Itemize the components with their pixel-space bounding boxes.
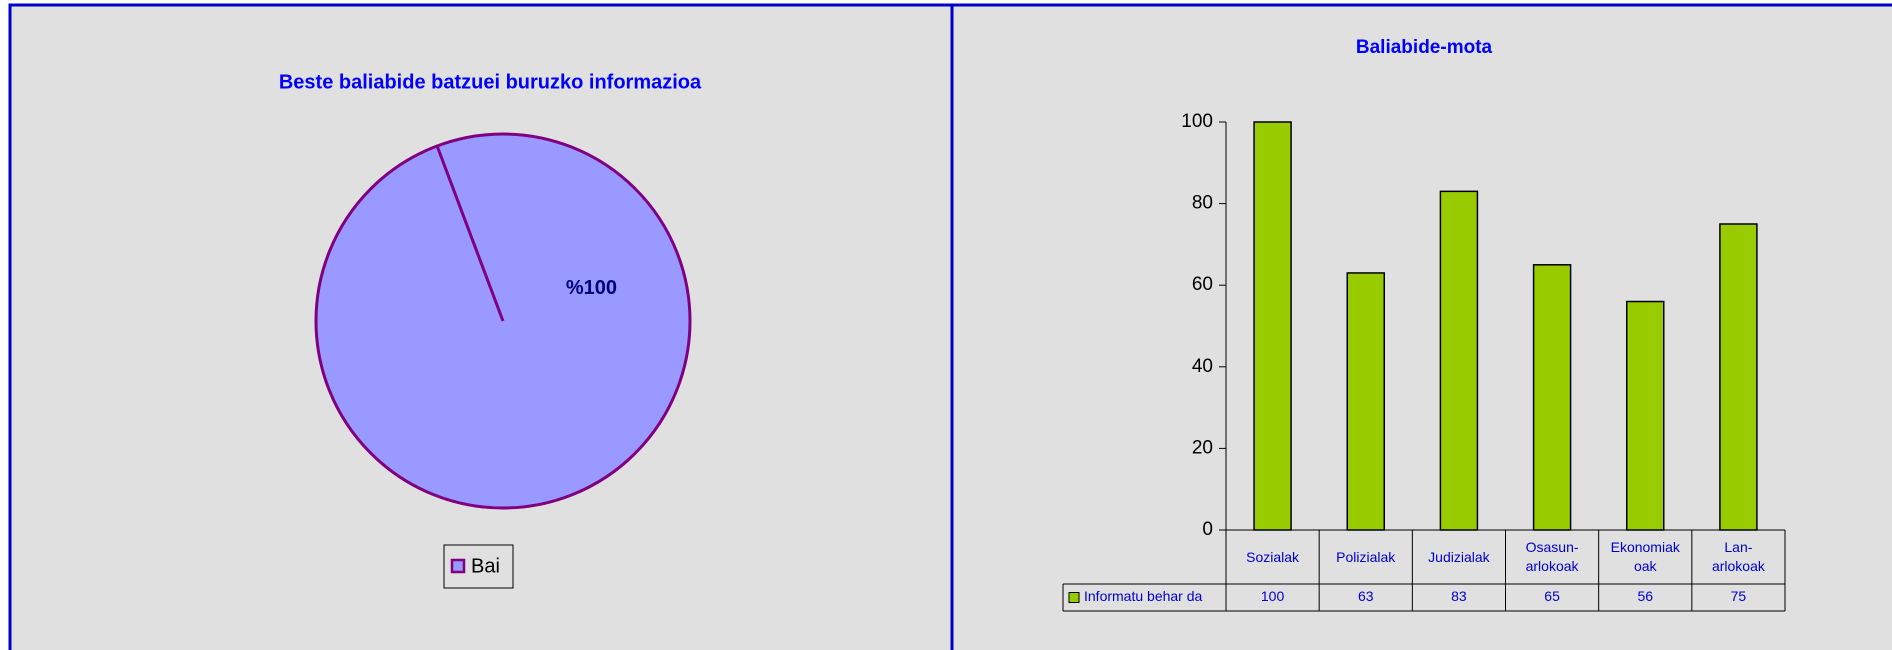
y-tick-label: 0 [1202, 519, 1213, 540]
table-value: 63 [1358, 588, 1374, 604]
bar [1253, 121, 1292, 531]
x-tick-label: Lan-arlokoak [1711, 539, 1765, 574]
bar [1439, 190, 1479, 531]
slice-label: %100 [566, 277, 617, 299]
table-value: 83 [1451, 588, 1467, 604]
x-tick-label: Sozialak [1246, 548, 1300, 565]
y-tick-label: 40 [1192, 356, 1213, 377]
bar [1346, 272, 1385, 531]
legend-box [443, 544, 514, 589]
y-tick-label: 100 [1181, 111, 1213, 132]
table-value: 56 [1637, 588, 1653, 604]
legend-swatch [450, 558, 466, 574]
legend-swatch [1068, 592, 1080, 603]
bar [1719, 223, 1758, 531]
table-value: 65 [1544, 588, 1560, 604]
table-value: 100 [1261, 588, 1285, 604]
table-value: 75 [1731, 588, 1747, 604]
x-tick-label: Judizialak [1428, 548, 1490, 565]
bar-title: Baliabide-mota [1356, 37, 1493, 58]
y-tick-label: 80 [1192, 193, 1213, 214]
y-tick-label: 20 [1192, 437, 1213, 458]
legend-label: Bai [471, 555, 500, 577]
slice-edge [435, 145, 505, 322]
legend-label: Informatu behar da [1084, 588, 1203, 604]
y-tick-label: 60 [1192, 274, 1213, 295]
bar [1626, 300, 1665, 531]
pie-title: Beste baliabide batzuei buruzko informaz… [279, 71, 702, 93]
x-tick-label: Ekonomiak oak [1610, 539, 1680, 574]
bar [1532, 264, 1572, 531]
x-tick-label: Osasun-arlokoak [1525, 539, 1579, 574]
x-tick-label: Polizialak [1336, 548, 1396, 565]
